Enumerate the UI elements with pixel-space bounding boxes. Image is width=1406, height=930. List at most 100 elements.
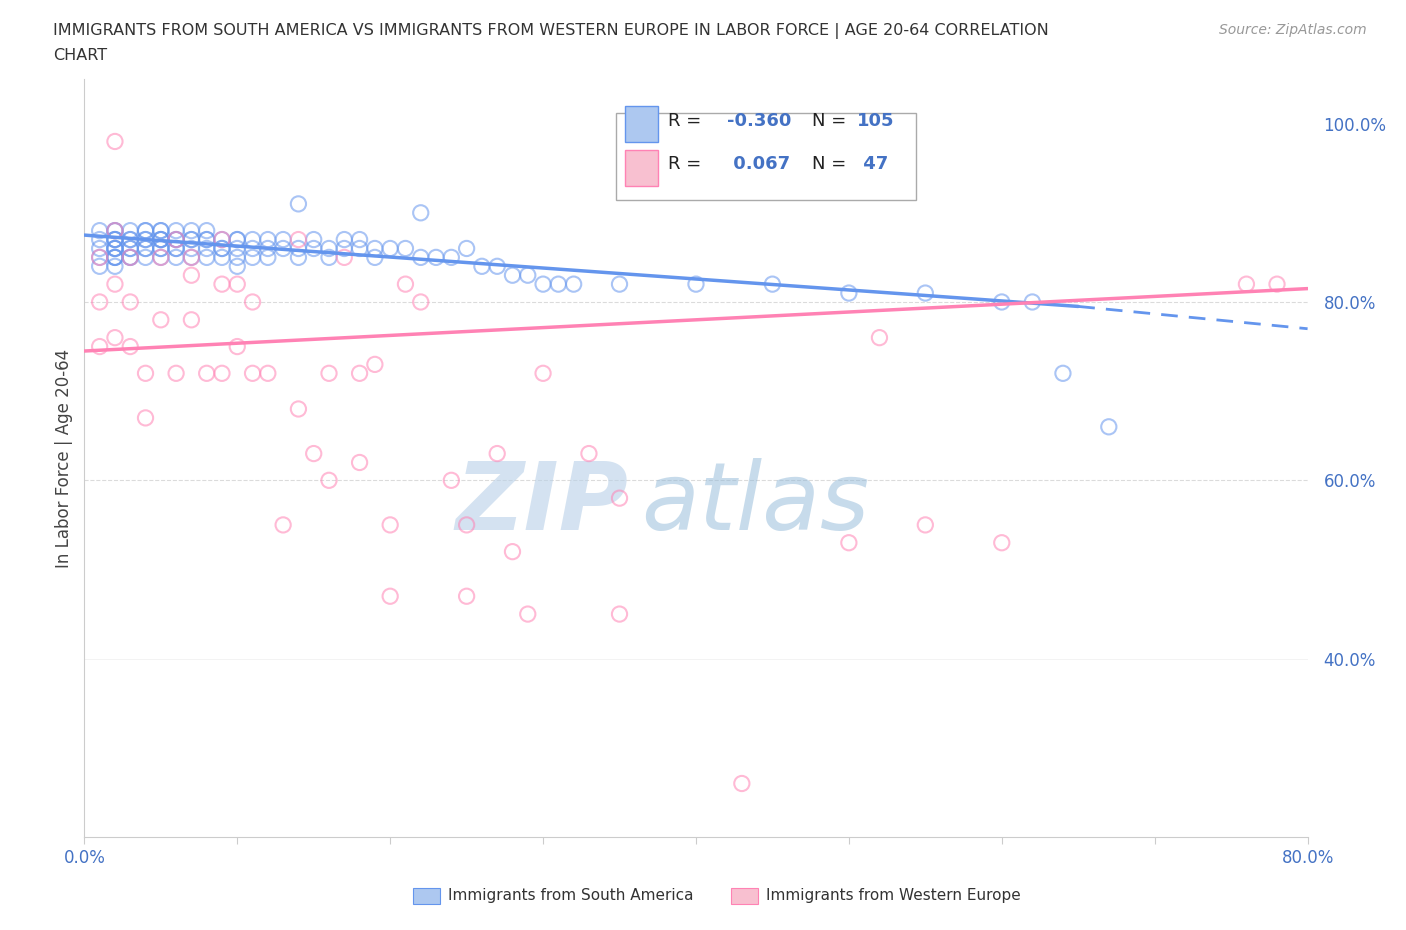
FancyBboxPatch shape [626,150,658,186]
Point [211,232,233,247]
Text: -0.360: -0.360 [727,112,792,129]
Point [104,241,127,256]
Point [180,232,202,247]
Point [149,232,172,247]
Point [149,223,172,238]
Point [991,536,1014,551]
Point [486,259,509,273]
Point [165,365,187,380]
Point [165,241,187,256]
Point [1265,277,1288,292]
Point [914,517,936,532]
Point [364,250,387,265]
Point [104,232,127,247]
Point [562,277,585,292]
Point [211,277,233,292]
Point [409,250,432,265]
Text: IMMIGRANTS FROM SOUTH AMERICA VS IMMIGRANTS FROM WESTERN EUROPE IN LABOR FORCE |: IMMIGRANTS FROM SOUTH AMERICA VS IMMIGRA… [53,23,1049,39]
Point [211,365,233,380]
Point [211,232,233,247]
Point [120,250,142,265]
Point [89,232,111,247]
Point [135,365,157,380]
Text: 47: 47 [858,155,889,173]
FancyBboxPatch shape [616,113,917,200]
Point [149,241,172,256]
Point [242,250,264,265]
Point [318,241,340,256]
Text: Immigrants from Western Europe: Immigrants from Western Europe [766,888,1021,903]
Text: 105: 105 [858,112,896,129]
Point [226,259,249,273]
FancyBboxPatch shape [626,107,658,142]
Point [135,410,157,425]
Point [609,606,631,621]
Point [165,223,187,238]
Point [471,259,494,273]
Point [440,250,463,265]
Point [242,365,264,380]
Point [135,232,157,247]
Point [685,277,707,292]
Point [364,241,387,256]
Point [349,241,371,256]
Point [287,241,309,256]
Point [409,206,432,220]
Text: R =: R = [668,112,707,129]
Point [333,250,356,265]
Point [195,365,218,380]
Point [104,277,127,292]
Point [486,446,509,461]
Point [456,517,478,532]
Point [349,365,371,380]
Point [456,241,478,256]
Point [380,517,402,532]
Point [120,232,142,247]
Point [1052,365,1074,380]
Point [104,134,127,149]
Point [318,472,340,487]
Point [914,286,936,300]
Text: N =: N = [813,155,852,173]
Point [104,232,127,247]
Point [516,268,538,283]
Point [271,241,294,256]
Point [180,250,202,265]
Point [211,241,233,256]
Point [991,295,1014,310]
Point [425,250,447,265]
Point [838,286,860,300]
Point [456,589,478,604]
Point [318,250,340,265]
Point [226,232,249,247]
Point [531,365,554,380]
Point [135,232,157,247]
Point [242,232,264,247]
Text: Source: ZipAtlas.com: Source: ZipAtlas.com [1219,23,1367,37]
Point [333,241,356,256]
Point [302,232,325,247]
Point [271,517,294,532]
Point [349,232,371,247]
Point [89,223,111,238]
Point [165,232,187,247]
Point [440,472,463,487]
Point [869,330,891,345]
Point [149,223,172,238]
Point [104,223,127,238]
Point [211,250,233,265]
Point [226,277,249,292]
Point [180,241,202,256]
Point [394,277,416,292]
Point [120,241,142,256]
Point [165,250,187,265]
Point [104,241,127,256]
Point [104,241,127,256]
Point [195,223,218,238]
FancyBboxPatch shape [413,888,440,905]
Point [257,250,280,265]
Point [531,277,554,292]
Text: ZIP: ZIP [456,458,628,550]
Point [195,250,218,265]
Point [104,330,127,345]
